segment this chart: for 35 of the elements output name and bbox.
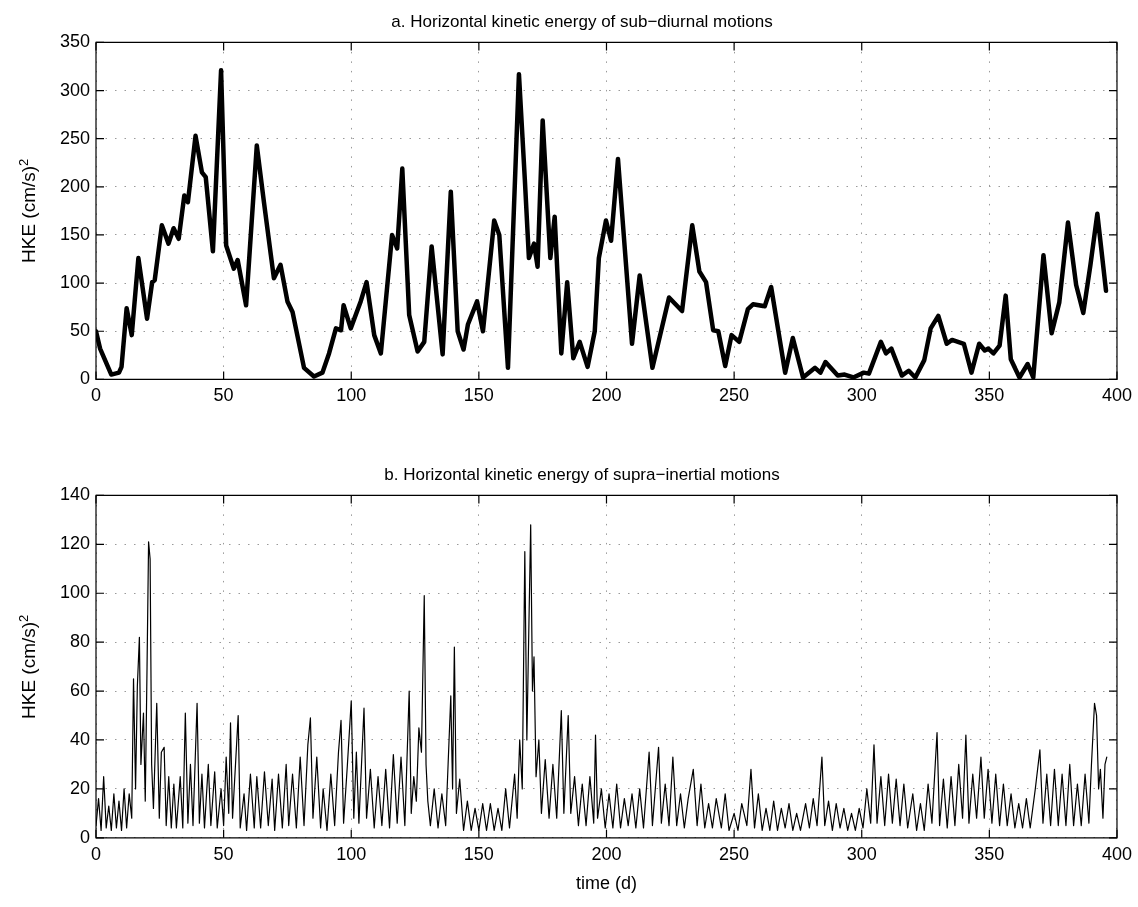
y-tick-label: 80 (69, 631, 90, 652)
y-tick-label: 20 (69, 777, 90, 798)
y-tick-label: 40 (69, 728, 90, 749)
x-tick-label: 100 (336, 385, 367, 406)
x-tick-label: 300 (846, 843, 877, 864)
x-tick-label: 350 (974, 843, 1005, 864)
x-tick-label: 400 (1101, 843, 1133, 864)
x-tick-label: 300 (846, 385, 877, 406)
y-tick-label: 140 (59, 484, 90, 505)
y-tick-label: 120 (59, 533, 90, 554)
y-tick-label: 100 (59, 272, 90, 293)
x-tick-label: 50 (213, 385, 234, 406)
y-tick-label: 0 (79, 826, 90, 847)
x-tick-label: 100 (336, 843, 367, 864)
y-tick-label: 350 (59, 31, 90, 52)
x-tick-label: 250 (719, 843, 750, 864)
chart-title: b. Horizontal kinetic energy of supra−inertial motions (384, 464, 780, 484)
y-tick-label: 250 (59, 127, 90, 148)
x-tick-label: 200 (591, 843, 622, 864)
y-tick-label: 0 (79, 368, 90, 389)
y-tick-label: 100 (59, 582, 90, 603)
y-tick-label: 150 (59, 223, 90, 244)
x-axis-title: time (d) (575, 873, 637, 894)
x-tick-label: 250 (719, 385, 750, 406)
chart-title: a. Horizontal kinetic energy of sub−diurnal motions (391, 11, 773, 31)
y-tick-label: 300 (59, 79, 90, 100)
x-tick-label: 400 (1101, 385, 1133, 406)
x-tick-label: 350 (974, 385, 1005, 406)
y-tick-label: 200 (59, 175, 90, 196)
y-tick-label: 50 (69, 320, 90, 341)
x-tick-label: 50 (213, 843, 234, 864)
x-tick-label: 150 (463, 385, 494, 406)
x-tick-label: 200 (591, 385, 622, 406)
y-tick-label: 60 (69, 680, 90, 701)
x-tick-label: 150 (463, 843, 494, 864)
